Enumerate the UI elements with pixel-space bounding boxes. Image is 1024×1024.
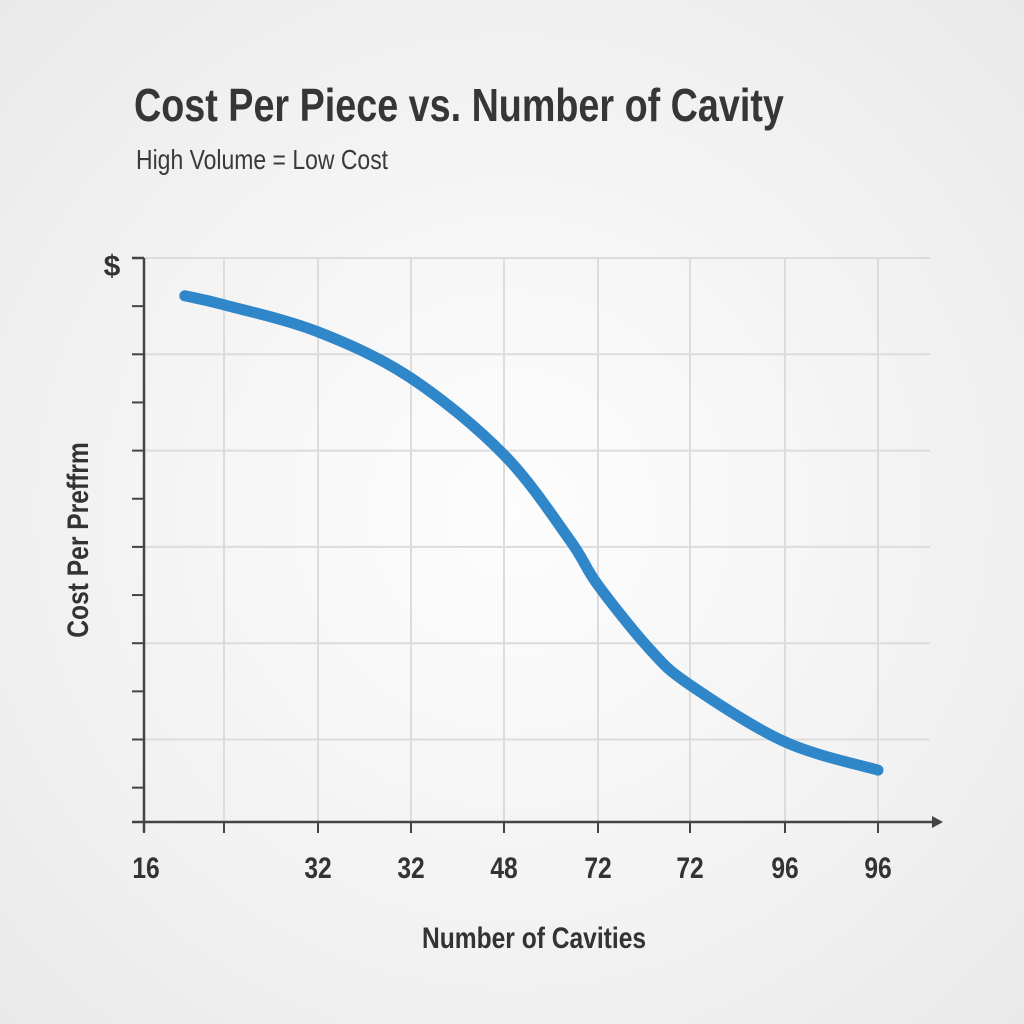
x-ticks: 16 32 32 48 72 72 96 96 <box>132 822 892 885</box>
x-tick-label: 16 <box>132 851 159 885</box>
grid <box>144 257 930 822</box>
x-tick-label: 32 <box>397 851 424 885</box>
x-tick-label: 96 <box>771 851 798 885</box>
y-unit-label: $ <box>104 250 121 283</box>
x-tick-label: 72 <box>676 851 703 885</box>
y-axis-label: Cost Per Preffrm <box>61 442 95 637</box>
x-tick-label: 72 <box>584 851 611 885</box>
x-tick-label: 48 <box>490 851 517 885</box>
chart-title: Cost Per Piece vs. Number of Cavity <box>134 79 784 131</box>
x-tick-label: 96 <box>864 851 891 885</box>
axes <box>132 256 943 832</box>
chart-subtitle: High Volume = Low Cost <box>136 144 389 175</box>
x-axis-label: Number of Cavities <box>422 921 646 955</box>
series-line <box>179 290 884 776</box>
x-tick-label: 32 <box>304 851 331 885</box>
x-axis-arrow <box>932 816 943 828</box>
